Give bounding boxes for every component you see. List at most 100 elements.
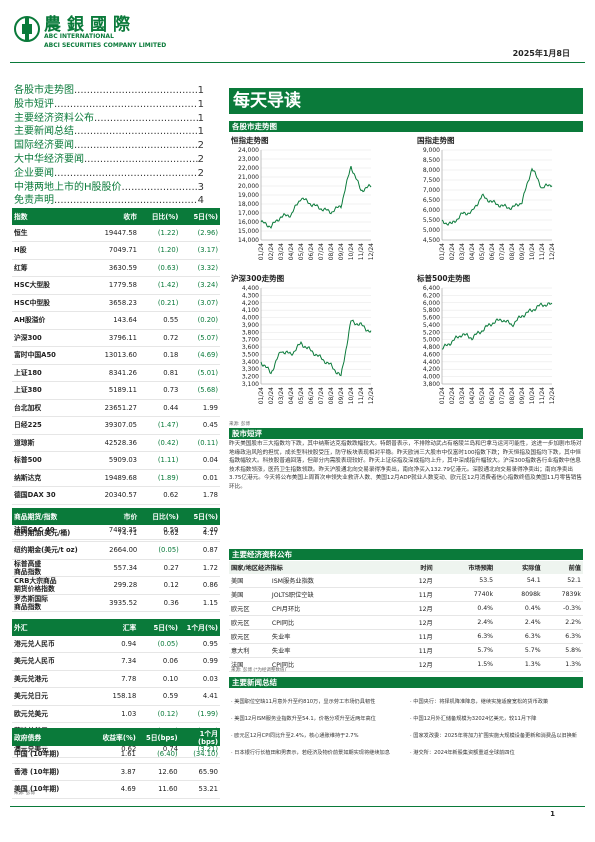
table-cell: 3796.11	[94, 329, 139, 347]
table-row: 日经225 39307.05 (1.47) 0.45	[12, 416, 220, 435]
table-row: H股 7049.71 (1.20) (3.17)	[12, 241, 220, 260]
table-cell: 0.4%	[434, 601, 496, 616]
table-row: HSC中型股 3658.23 (0.21) (3.07)	[12, 294, 220, 312]
table-cell: (1.20)	[139, 241, 181, 260]
table-cell: 2.4%	[434, 615, 496, 630]
toc-item[interactable]: 主要经济资料公布................................…	[14, 112, 204, 126]
table-row: CRB大宗商品 期货价格指数 299.28 0.12 0.86	[12, 576, 220, 595]
table-cell: 0.81	[139, 364, 181, 382]
toc-item[interactable]: 国际经济要闻..................................…	[14, 139, 204, 153]
table-cell: 0.18	[139, 346, 181, 365]
table-cell: 欧元区	[229, 629, 270, 644]
y-tick-label: 5,400	[423, 322, 440, 329]
x-tick-label: 03/24	[459, 387, 466, 404]
header-cell: 收市	[94, 208, 139, 225]
y-tick-label: 3,300	[242, 366, 259, 373]
toc-item[interactable]: 免责声明....................................…	[14, 194, 204, 208]
y-tick-label: 6,200	[423, 292, 440, 299]
x-tick-label: 11/24	[539, 387, 546, 404]
x-tick-label: 01/24	[258, 387, 265, 404]
table-row: 标普高盛 商品指数 557.34 0.27 1.72	[12, 559, 220, 577]
table-cell: 53.21	[179, 780, 220, 799]
toc-item[interactable]: 股市短评....................................…	[14, 98, 204, 112]
table-cell: (2.96)	[180, 224, 220, 242]
x-tick-label: 08/24	[328, 387, 335, 404]
toc-label[interactable]: 中港两地上市的H股股价	[14, 181, 122, 193]
table-row: 纽约期油(美元/桶) 74.71 0.62 4.17	[12, 524, 220, 542]
toc-dots: ........................................…	[54, 167, 198, 179]
toc-item[interactable]: 各股市走势图..................................…	[14, 84, 204, 98]
y-tick-label: 6,000	[423, 207, 440, 214]
logo-english-line2: ABCI SECURITIES COMPANY LIMITED	[44, 42, 167, 49]
y-tick-label: 22,000	[238, 165, 259, 172]
x-tick-label: 10/24	[529, 243, 536, 260]
y-tick-label: 6,400	[423, 285, 440, 292]
y-tick-label: 16,000	[238, 219, 259, 226]
table-cell: 中国 (10年期)	[12, 746, 96, 764]
table-row: 纳斯达克 19489.68 (1.89) 0.01	[12, 469, 220, 487]
table-of-contents: 各股市走势图..................................…	[14, 84, 204, 208]
table-cell: (34.10)	[179, 746, 220, 764]
table-row: 美元兑日元 158.18 0.59 4.41	[12, 687, 220, 706]
toc-label[interactable]: 免责声明	[14, 195, 54, 207]
toc-label[interactable]: 各股市走势图	[14, 85, 74, 96]
table-cell: 54.1	[495, 574, 543, 588]
table-cell: 香港 (10年期)	[12, 763, 96, 781]
y-tick-label: 3,800	[242, 329, 259, 336]
table-cell: 0.59	[138, 687, 181, 706]
x-tick-label: 11/24	[539, 243, 546, 260]
header-cell: 外汇	[12, 619, 95, 636]
toc-item[interactable]: 中港两地上市的H股股价.............................…	[14, 181, 204, 195]
table-cell: (3.24)	[180, 276, 220, 295]
x-tick-label: 09/24	[519, 387, 526, 404]
table-cell: (1.99)	[180, 705, 220, 723]
table-cell: (3.32)	[180, 259, 220, 277]
y-tick-label: 18,000	[238, 201, 259, 208]
table-cell: 8098k	[495, 587, 543, 602]
x-tick-label: 02/24	[449, 387, 456, 404]
table-cell: 5.7%	[434, 643, 496, 658]
y-tick-label: 15,000	[238, 228, 259, 235]
table-cell: 0.94	[94, 635, 139, 653]
table-cell: 德国DAX 30	[12, 486, 95, 505]
table-cell: ISM服务业指数	[269, 574, 385, 588]
x-tick-label: 05/24	[479, 243, 486, 260]
toc-label[interactable]: 国际经济要闻	[14, 140, 74, 152]
table-cell: 欧元兑美元	[12, 705, 95, 723]
header-cell: 国家/地区经济指标	[229, 561, 385, 574]
toc-label[interactable]: 企业要闻	[14, 167, 54, 179]
header-cell: 日比(%)	[139, 208, 181, 225]
table-cell: 0.72	[139, 329, 181, 347]
table-cell: (0.12)	[138, 705, 181, 723]
toc-item[interactable]: 大中华经济要闻.................................…	[14, 153, 204, 167]
toc-label[interactable]: 主要新闻总结	[14, 126, 74, 138]
x-tick-label: 10/24	[529, 387, 536, 404]
toc-page: 2	[197, 167, 204, 179]
table-cell: 0.99	[180, 652, 220, 671]
x-tick-label: 04/24	[469, 387, 476, 404]
table-cell: (0.05)	[138, 635, 181, 653]
table-cell: 557.34	[94, 559, 140, 577]
toc-label[interactable]: 大中华经济要闻	[14, 153, 84, 165]
news-item: · 美国职位空缺11月意外升至约810万，显示劳工市场仍具韧性	[231, 699, 376, 705]
table-cell: 13013.60	[94, 346, 139, 365]
y-tick-label: 4,400	[423, 359, 440, 366]
x-tick-label: 04/24	[288, 243, 295, 260]
table-cell: (0.05)	[139, 541, 181, 560]
toc-label[interactable]: 股市短评	[14, 98, 54, 110]
table-cell: 美国 (10年期)	[12, 780, 96, 799]
toc-label[interactable]: 主要经济资料公布	[14, 112, 94, 124]
table-cell: (1.42)	[139, 276, 181, 295]
y-tick-label: 8,500	[423, 157, 440, 164]
news-item: · 日本银行行长植田和男表示，若经济及物价前景如期实现将继续加息	[231, 750, 390, 756]
table-cell: 12月	[384, 657, 435, 672]
toc-item[interactable]: 企业要闻....................................…	[14, 167, 204, 181]
table-cell: 42528.36	[94, 434, 139, 452]
table-cell: 法国	[229, 657, 270, 672]
x-tick-label: 07/24	[499, 243, 506, 260]
table-row: 美国 (10年期) 4.69 11.60 53.21	[12, 780, 220, 799]
x-tick-label: 05/24	[298, 243, 305, 260]
table-header: 商品期货/指数 市价 日比(%) 5日(%)	[12, 508, 220, 525]
toc-item[interactable]: 主要新闻总结..................................…	[14, 125, 204, 139]
table-cell: (5.07)	[180, 329, 220, 347]
